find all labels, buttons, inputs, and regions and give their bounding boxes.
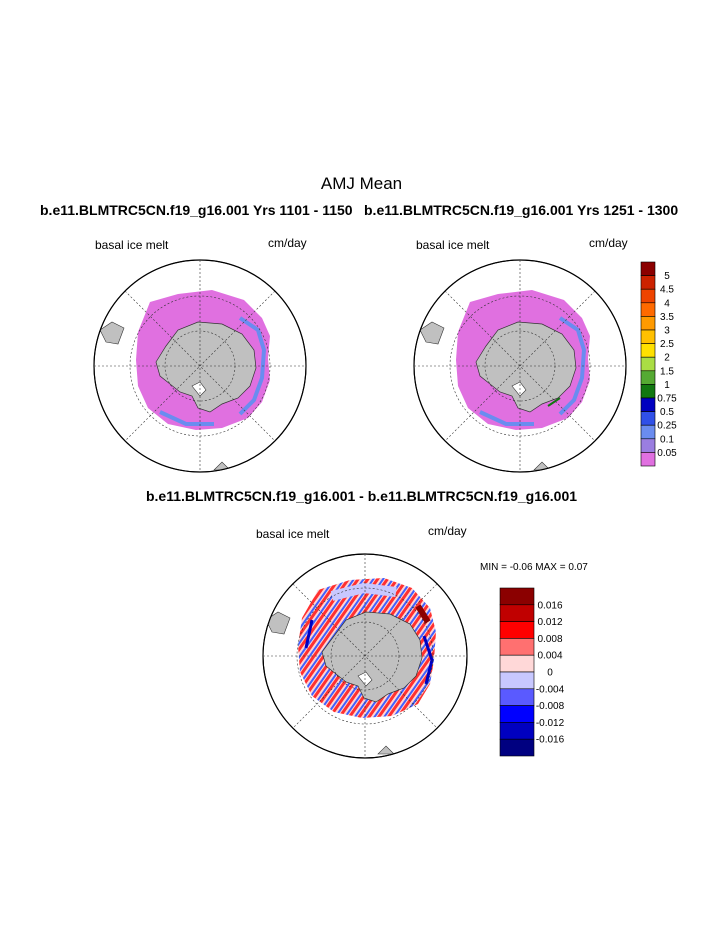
colorbar-label: 0.016: [537, 600, 562, 611]
left-case-title: b.e11.BLMTRC5CN.f19_g16.001 Yrs 1101 - 1…: [40, 202, 353, 218]
colorbar-swatch: [499, 604, 535, 622]
left-units-label: cm/day: [268, 236, 307, 250]
colorbar-swatch: [640, 384, 656, 399]
diff-variable-label: basal ice melt: [256, 527, 330, 541]
colorbar-swatch: [640, 275, 656, 290]
colorbar-label: 4: [664, 298, 670, 309]
colorbar-label: 1: [664, 380, 670, 391]
colorbar-label: 3: [664, 326, 670, 337]
colorbar-swatch: [499, 738, 535, 757]
colorbar-swatch: [640, 370, 656, 385]
colorbar-diff: 0.016 0.012 0.008 0.004 0 -0.004 -0.008 -0.012 -…: [499, 587, 565, 757]
colorbar-label: 3.5: [660, 312, 674, 323]
colorbar-label: 0: [547, 668, 553, 679]
colorbar-swatch: [499, 722, 535, 740]
colorbar-swatch: [499, 621, 535, 639]
colorbar-label: -0.004: [536, 684, 565, 695]
colorbar-swatch: [640, 424, 656, 440]
colorbar-swatch: [640, 356, 656, 372]
diff-min-max: MIN = -0.06 MAX = 0.07: [480, 562, 588, 573]
colorbar-label: 0.05: [657, 448, 677, 459]
diff-units-label: cm/day: [428, 524, 467, 538]
diff-graticule: [263, 554, 467, 758]
colorbar-swatch: [499, 671, 535, 690]
colorbar-swatch: [640, 316, 656, 331]
colorbar-label: 5: [664, 271, 670, 282]
right-variable-label: basal ice melt: [416, 238, 490, 252]
colorbar-label: 4.5: [660, 285, 674, 296]
left-antarctica: [155, 321, 257, 413]
colorbar-label: 0.012: [537, 617, 562, 628]
right-coastal-band: [479, 316, 587, 426]
right-graticule: [414, 260, 626, 472]
colorbar-label: 2: [664, 353, 670, 364]
diff-antarctica: [321, 611, 423, 703]
right-polar-map: [413, 259, 627, 473]
colorbar-swatch: [640, 261, 656, 276]
colorbar-swatch: [640, 452, 656, 467]
colorbar-label: 0.75: [657, 394, 677, 405]
colorbar-label: -0.012: [536, 718, 565, 729]
colorbar-swatch: [640, 397, 656, 412]
colorbar-swatch: [499, 638, 535, 656]
colorbar-label: 0.008: [537, 634, 562, 645]
colorbar-label: 0.004: [537, 651, 562, 662]
colorbar-label: 0.25: [657, 421, 677, 432]
colorbar-swatch: [499, 587, 535, 606]
colorbar-swatch: [640, 343, 656, 358]
right-case-title: b.e11.BLMTRC5CN.f19_g16.001 Yrs 1251 - 1…: [364, 202, 679, 218]
left-variable-label: basal ice melt: [95, 238, 169, 252]
colorbar-swatch: [640, 411, 656, 426]
left-polar-map: [93, 259, 307, 473]
diff-title: b.e11.BLMTRC5CN.f19_g16.001 - b.e11.BLMT…: [145, 488, 578, 504]
colorbar-swatch: [640, 438, 656, 453]
colorbar-swatch: [499, 688, 535, 706]
colorbar-swatch: [640, 302, 656, 317]
right-antarctica: [475, 321, 577, 413]
left-graticule: [94, 260, 306, 472]
page-title: AMJ Mean: [320, 174, 403, 193]
colorbar-swatch: [499, 654, 535, 673]
colorbar-label: 1.5: [660, 366, 674, 377]
colorbar-swatch: [640, 288, 656, 304]
colorbar-label: 0.1: [660, 434, 674, 445]
colorbar-label: 2.5: [660, 339, 674, 350]
colorbar-label: 0.5: [660, 407, 674, 418]
right-units-label: cm/day: [589, 236, 628, 250]
colorbar-swatch: [640, 329, 656, 344]
colorbar-top: 5 4.5 4 3.5 3 2.5 2 1.5 1 0.75 0.5 0.25 0.1 0.05: [640, 261, 677, 467]
colorbar-swatch: [499, 705, 535, 723]
diff-polar-map: [262, 553, 468, 759]
left-coastal-band: [159, 316, 267, 426]
colorbar-label: -0.008: [536, 701, 565, 712]
colorbar-label: -0.016: [536, 735, 565, 746]
